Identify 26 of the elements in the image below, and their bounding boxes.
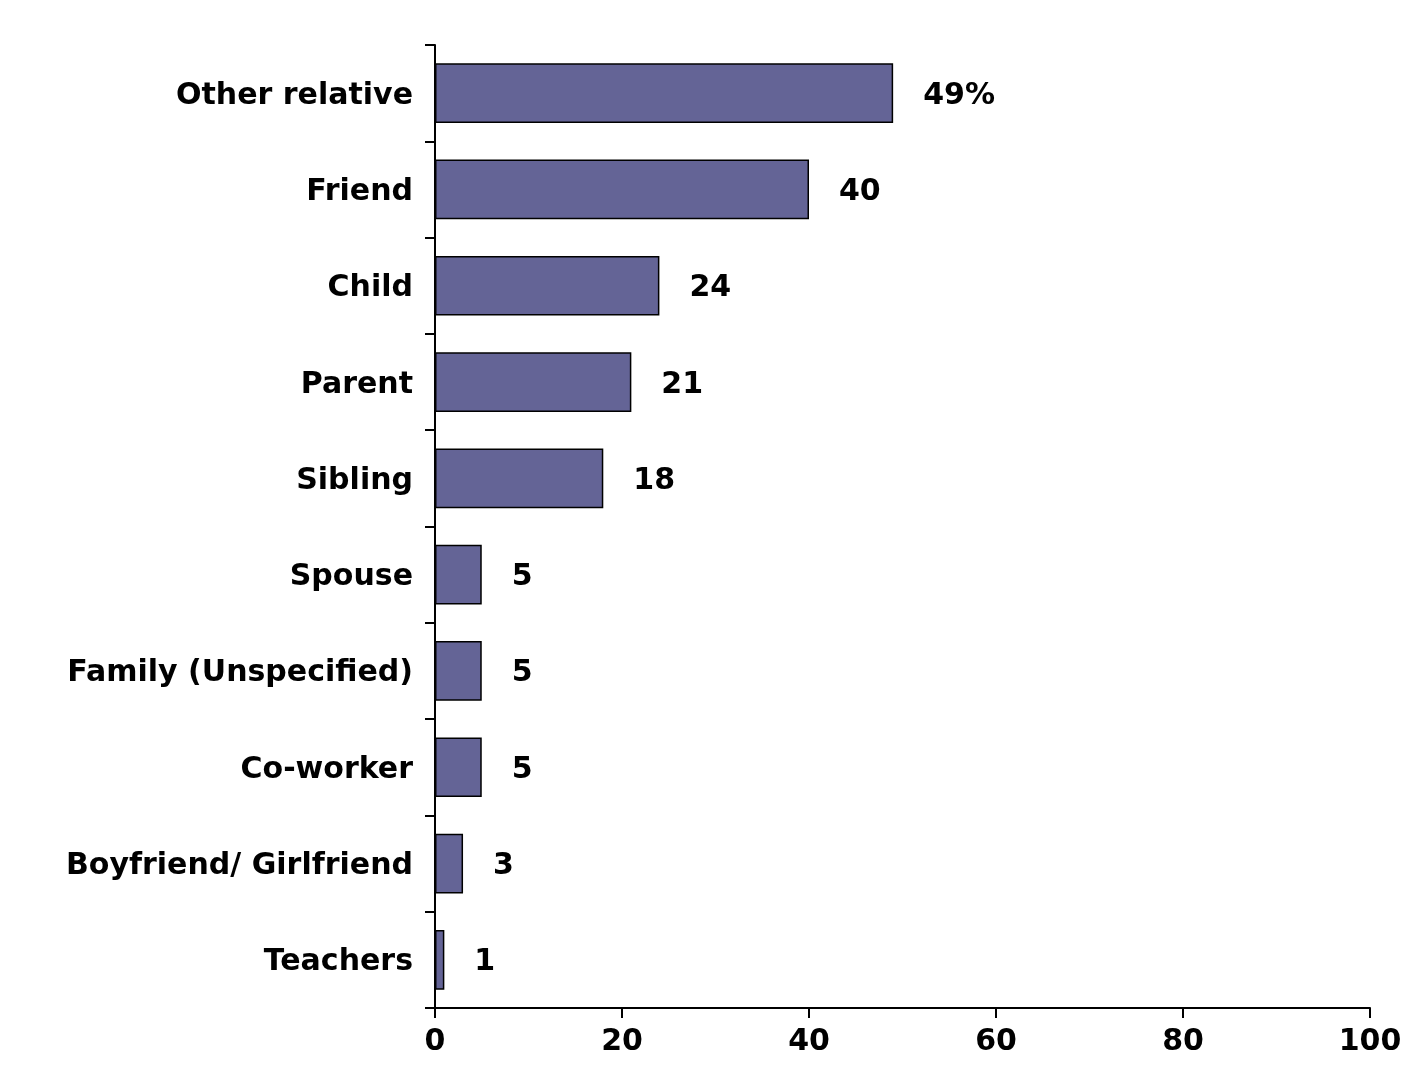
x-tick-label: 100 bbox=[1338, 1021, 1402, 1057]
x-tick-label: 80 bbox=[1162, 1021, 1204, 1057]
y-tick-label: Other relative bbox=[176, 75, 413, 111]
data-label: 3 bbox=[493, 846, 514, 882]
data-label: 21 bbox=[661, 364, 704, 400]
y-tick-label: Teachers bbox=[263, 942, 413, 978]
x-tick-label: 0 bbox=[424, 1021, 446, 1057]
y-tick-label: Family (Unspecified) bbox=[67, 653, 413, 689]
y-tick-label: Parent bbox=[300, 364, 413, 400]
y-tick-label: Sibling bbox=[296, 460, 413, 496]
y-tick-label: Child bbox=[327, 268, 413, 304]
data-label: 49% bbox=[923, 75, 995, 111]
data-label: 40 bbox=[839, 171, 881, 207]
data-label: 18 bbox=[633, 460, 676, 496]
data-label: 5 bbox=[511, 557, 533, 593]
data-label: 24 bbox=[689, 268, 732, 304]
y-tick-label: Boyfriend/ Girlfriend bbox=[65, 846, 413, 882]
data-label: 5 bbox=[511, 749, 533, 785]
x-tick-label: 40 bbox=[788, 1021, 830, 1057]
y-tick-label: Co-worker bbox=[240, 749, 414, 785]
data-label: 1 bbox=[474, 942, 496, 978]
y-tick-label: Spouse bbox=[289, 557, 413, 593]
x-tick-label: 60 bbox=[975, 1021, 1017, 1057]
data-label: 5 bbox=[511, 653, 533, 689]
y-tick-label: Friend bbox=[306, 171, 413, 207]
x-tick-label: 20 bbox=[601, 1021, 643, 1057]
